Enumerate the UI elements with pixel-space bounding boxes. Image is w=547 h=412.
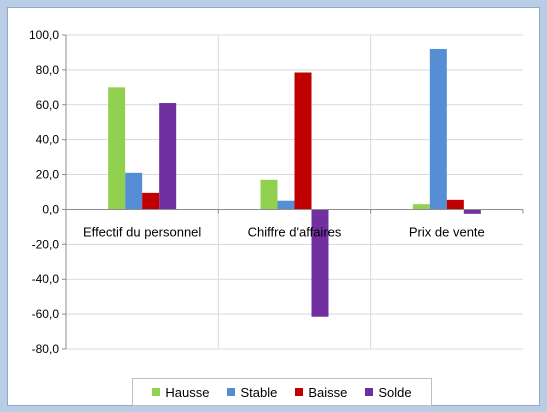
bar-solde-0 bbox=[159, 103, 177, 210]
legend-swatch bbox=[365, 388, 374, 396]
legend-swatch bbox=[227, 388, 236, 396]
y-tick-label: 100,0 bbox=[29, 28, 59, 42]
bar-hausse-1 bbox=[260, 179, 278, 210]
y-tick-label: 80,0 bbox=[36, 63, 60, 77]
y-tick-label: -60,0 bbox=[32, 307, 60, 321]
y-tick-label: -80,0 bbox=[32, 342, 60, 356]
legend-label: Hausse bbox=[165, 384, 210, 400]
bar-hausse-2 bbox=[412, 204, 430, 210]
legend-label: Baisse bbox=[308, 384, 348, 400]
legend-item-solde: Solde bbox=[365, 384, 412, 400]
bar-chart: 100,0 80,0 60,0 40,0 20,0 0,0 -20,0 -40,0 -60,0 -… bbox=[29, 28, 524, 356]
bar-stable-2 bbox=[429, 48, 447, 210]
y-tick-label: -20,0 bbox=[32, 237, 60, 251]
y-tick-label: 0,0 bbox=[42, 202, 59, 216]
y-tick-label: 60,0 bbox=[36, 98, 60, 112]
legend-swatch bbox=[295, 388, 304, 396]
chart-frame: 100,0 80,0 60,0 40,0 20,0 0,0 -20,0 -40,0 -60,0 -… bbox=[7, 7, 540, 406]
category-label: Chiffre d'affaires bbox=[248, 224, 342, 239]
bars bbox=[108, 48, 481, 317]
category-labels: Effectif du personnel Chiffre d'affaires P… bbox=[83, 224, 485, 239]
bar-stable-1 bbox=[277, 200, 295, 210]
bar-baisse-1 bbox=[294, 72, 312, 210]
legend: Hausse Stable Baisse Solde bbox=[132, 378, 432, 406]
y-tick-label: 20,0 bbox=[36, 168, 60, 182]
legend-label: Stable bbox=[240, 384, 278, 400]
bar-baisse-2 bbox=[446, 199, 464, 210]
category-label: Prix de vente bbox=[409, 224, 485, 239]
legend-swatch bbox=[152, 388, 161, 396]
bar-solde-1 bbox=[311, 209, 329, 317]
legend-item-hausse: Hausse bbox=[152, 385, 209, 400]
legend-item-stable: Stable bbox=[227, 385, 277, 400]
bar-baisse-0 bbox=[142, 192, 160, 210]
category-label: Effectif du personnel bbox=[83, 224, 201, 239]
bar-stable-0 bbox=[125, 172, 143, 210]
y-tick-labels: 100,0 80,0 60,0 40,0 20,0 0,0 -20,0 -40,0 -60,0 -… bbox=[29, 28, 59, 356]
legend-label: Solde bbox=[378, 384, 412, 400]
axes bbox=[62, 34, 524, 350]
y-tick-label: -40,0 bbox=[32, 272, 60, 286]
bar-hausse-0 bbox=[108, 87, 126, 210]
legend-item-baisse: Baisse bbox=[295, 385, 347, 400]
bar-solde-2 bbox=[463, 209, 481, 214]
y-tick-label: 40,0 bbox=[36, 133, 60, 147]
